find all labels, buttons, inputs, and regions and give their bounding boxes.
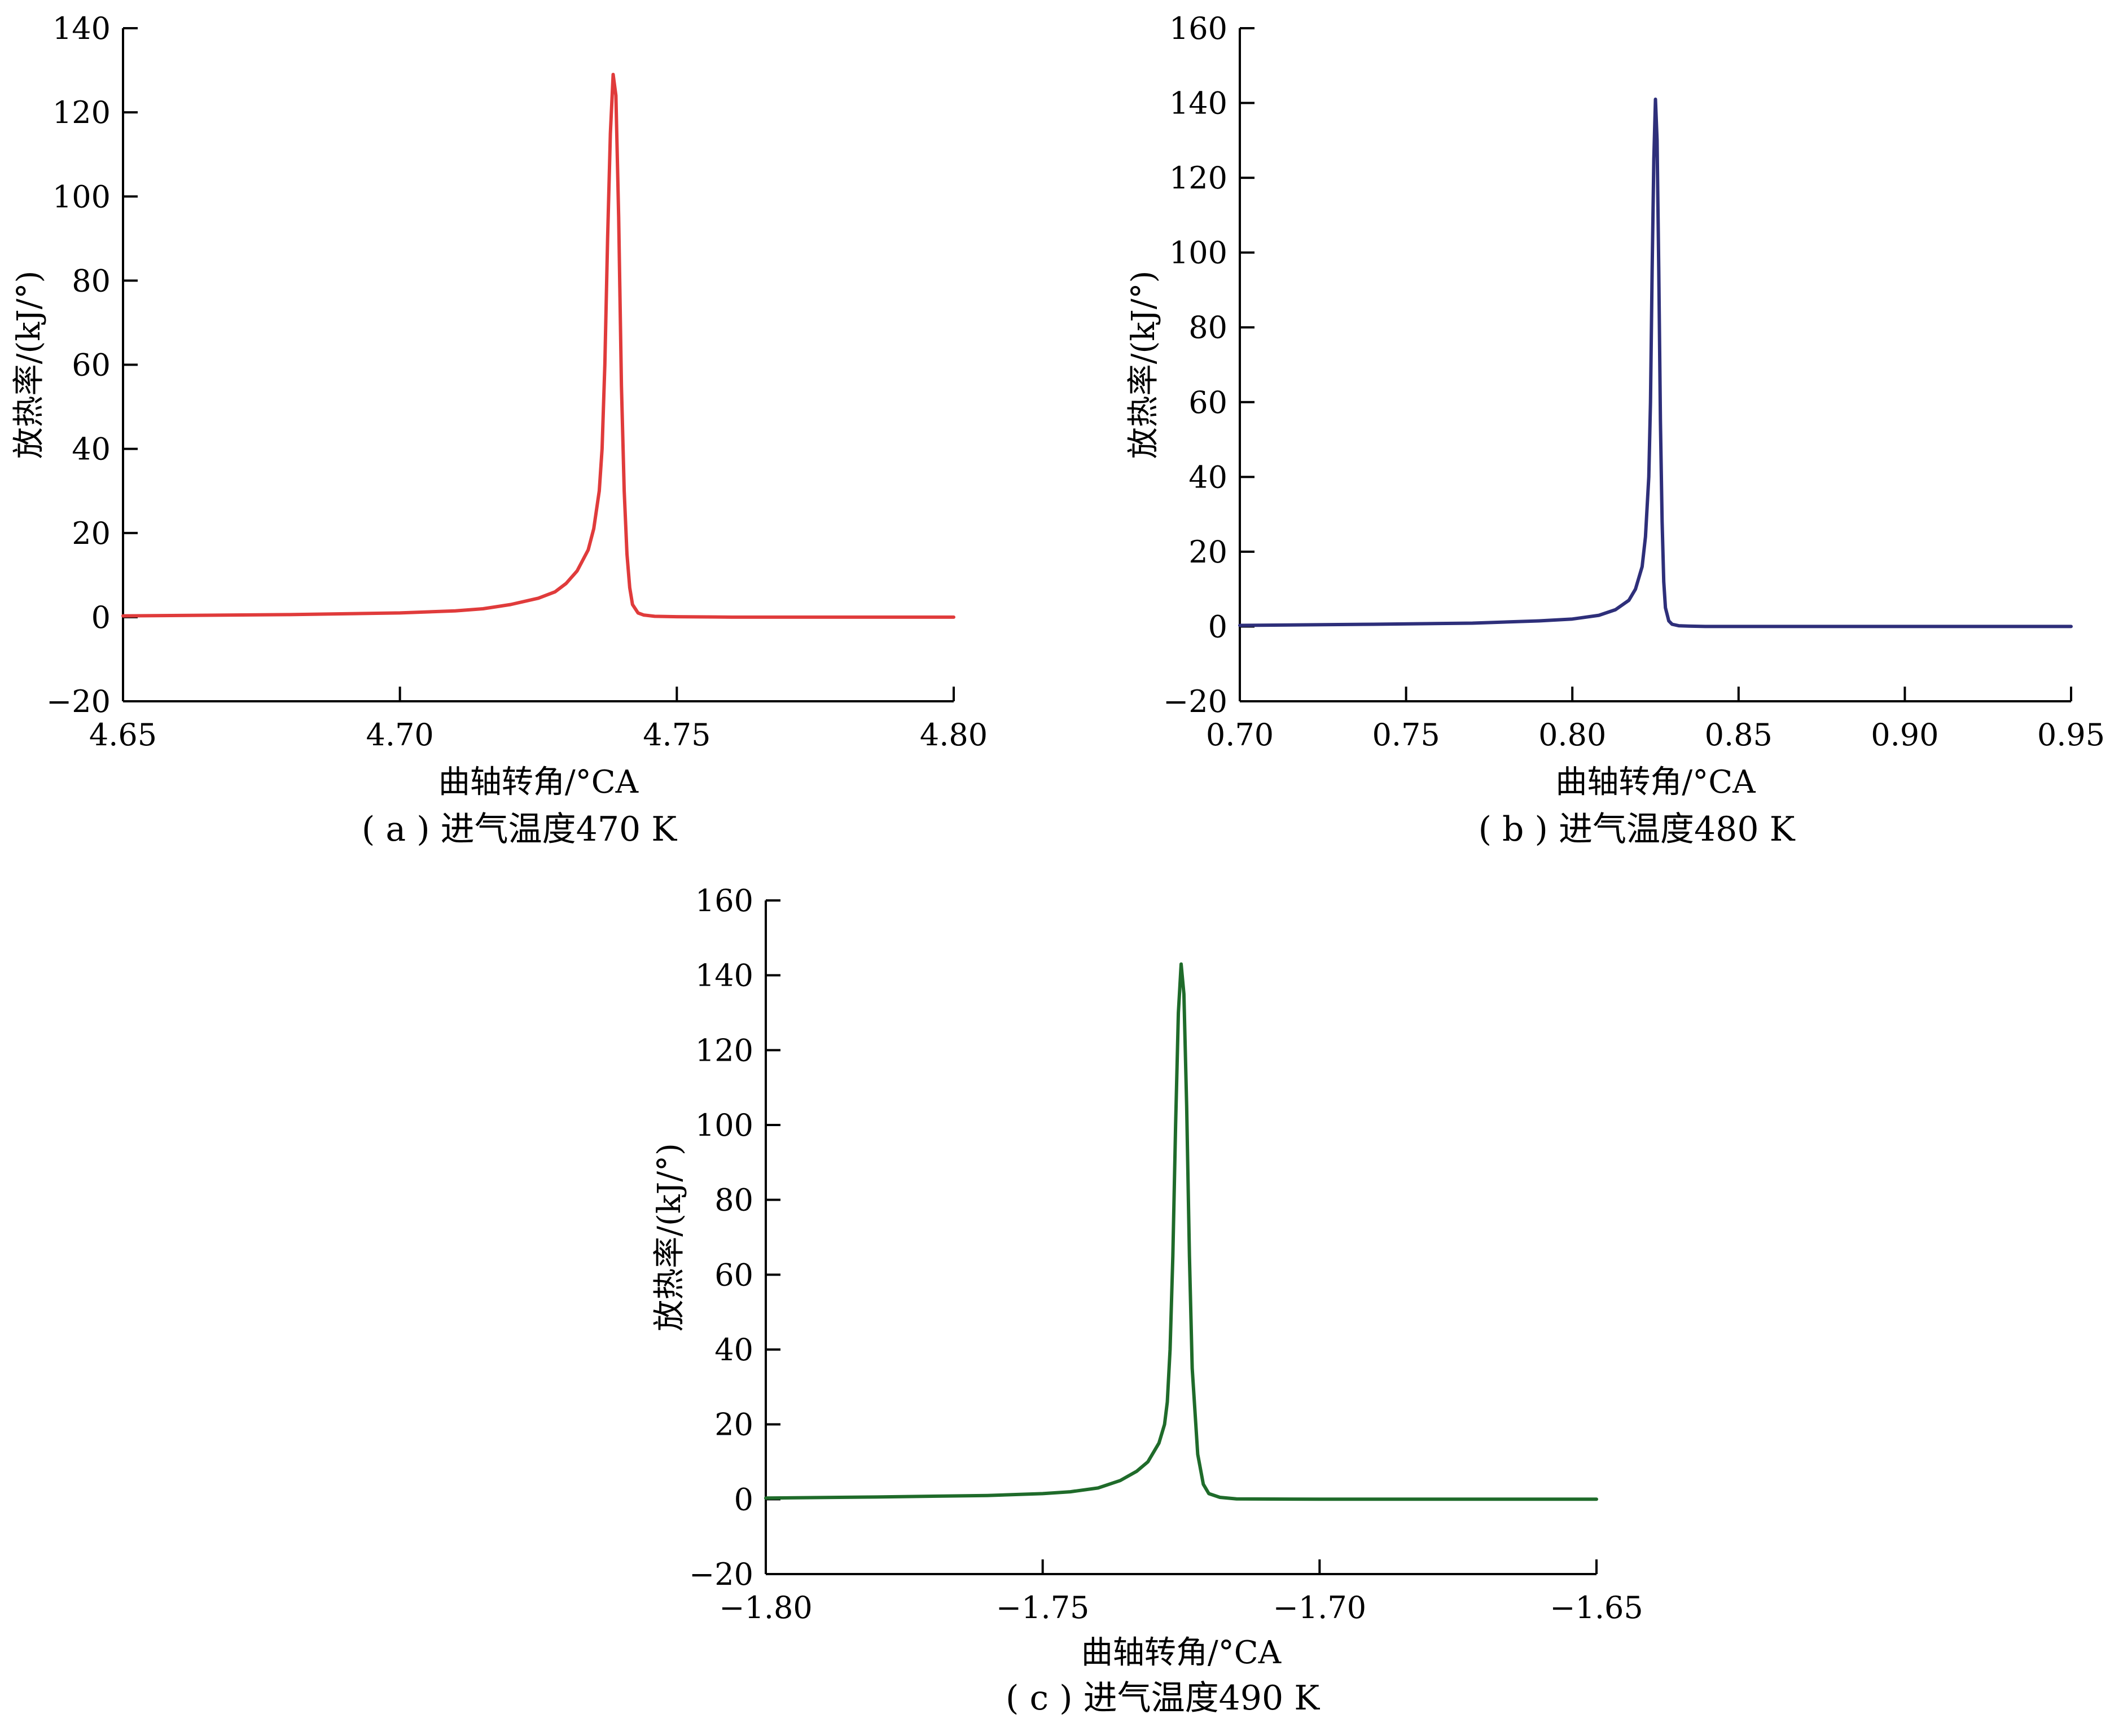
- y-tick-label: 80: [72, 263, 111, 298]
- panel-caption: ( c ) 进气温度490 K: [1006, 1678, 1320, 1718]
- x-tick-label: 4.70: [366, 717, 434, 753]
- y-tick-label: 120: [52, 95, 111, 130]
- x-tick-label: 0.70: [1206, 717, 1274, 753]
- x-tick-label: 4.65: [89, 717, 157, 753]
- y-tick-label: 140: [695, 958, 753, 994]
- y-tick-label: 100: [695, 1107, 753, 1143]
- y-tick-label: 40: [72, 432, 111, 467]
- y-tick-label: 160: [695, 883, 753, 918]
- y-tick-label: 20: [1188, 534, 1227, 570]
- x-tick-label: −1.80: [719, 1590, 812, 1625]
- x-tick-label: 4.75: [643, 717, 710, 753]
- x-tick-label: −1.70: [1273, 1590, 1366, 1625]
- y-tick-label: 0: [91, 600, 111, 635]
- y-tick-label: 120: [1169, 160, 1227, 196]
- x-tick-label: −1.75: [996, 1590, 1089, 1625]
- panel-caption: ( b ) 进气温度480 K: [1479, 810, 1796, 849]
- y-tick-label: 0: [1208, 609, 1227, 644]
- y-axis-label: 放热率/(kJ/°): [651, 1143, 688, 1331]
- series-line: [764, 962, 1598, 1501]
- y-tick-label: 100: [1169, 235, 1227, 271]
- panel-b: −20 0 20 40 60 80 100 120 140 160 0.70 0.75 0.80 0.85…: [1125, 11, 2105, 849]
- y-tick-label: 20: [714, 1407, 753, 1443]
- panel-a: −20 0 20 40 60 80 100 120 140 4.65 4.70 4.75 4.80 曲轴转…: [11, 11, 988, 849]
- y-tick-label: −20: [1163, 684, 1227, 719]
- y-tick-label: 80: [714, 1183, 753, 1218]
- x-tick-label: −1.65: [1550, 1590, 1643, 1625]
- y-tick-label: 20: [72, 516, 111, 551]
- y-tick-label: 40: [1188, 459, 1227, 495]
- panel-caption: ( a ) 进气温度470 K: [362, 810, 677, 849]
- x-tick-label: 0.85: [1705, 717, 1773, 753]
- y-tick-label: 80: [1188, 310, 1227, 345]
- y-tick-label: 120: [695, 1032, 753, 1068]
- y-tick-label: 140: [52, 11, 111, 46]
- y-tick-label: 40: [714, 1332, 753, 1368]
- series-line: [1238, 97, 2073, 629]
- y-tick-label: 60: [1188, 385, 1227, 420]
- y-axis-label: 放热率/(kJ/°): [1125, 271, 1162, 459]
- x-axis-label: 曲轴转角/°CA: [1555, 764, 1756, 801]
- x-tick-label: 4.80: [920, 717, 988, 753]
- x-axis-label: 曲轴转角/°CA: [1081, 1634, 1282, 1671]
- y-tick-label: −20: [689, 1557, 753, 1592]
- y-tick-label: 0: [734, 1482, 753, 1517]
- y-tick-label: −20: [46, 684, 111, 719]
- y-tick-label: 60: [714, 1257, 753, 1293]
- x-tick-label: 0.75: [1372, 717, 1440, 753]
- x-tick-label: 0.90: [1871, 717, 1938, 753]
- x-tick-label: 0.80: [1538, 717, 1606, 753]
- x-tick-label: 0.95: [2037, 717, 2105, 753]
- y-tick-label: 60: [72, 348, 111, 383]
- y-tick-label: 100: [52, 179, 111, 214]
- y-axis-label: 放热率/(kJ/°): [11, 271, 47, 459]
- x-axis-label: 曲轴转角/°CA: [438, 764, 639, 801]
- panel-c: −20 0 20 40 60 80 100 120 140 160 −1.80 −1.75 −1.70 −…: [651, 883, 1643, 1718]
- y-tick-label: 140: [1169, 86, 1227, 121]
- series-line: [121, 73, 955, 619]
- y-tick-label: 160: [1169, 11, 1227, 46]
